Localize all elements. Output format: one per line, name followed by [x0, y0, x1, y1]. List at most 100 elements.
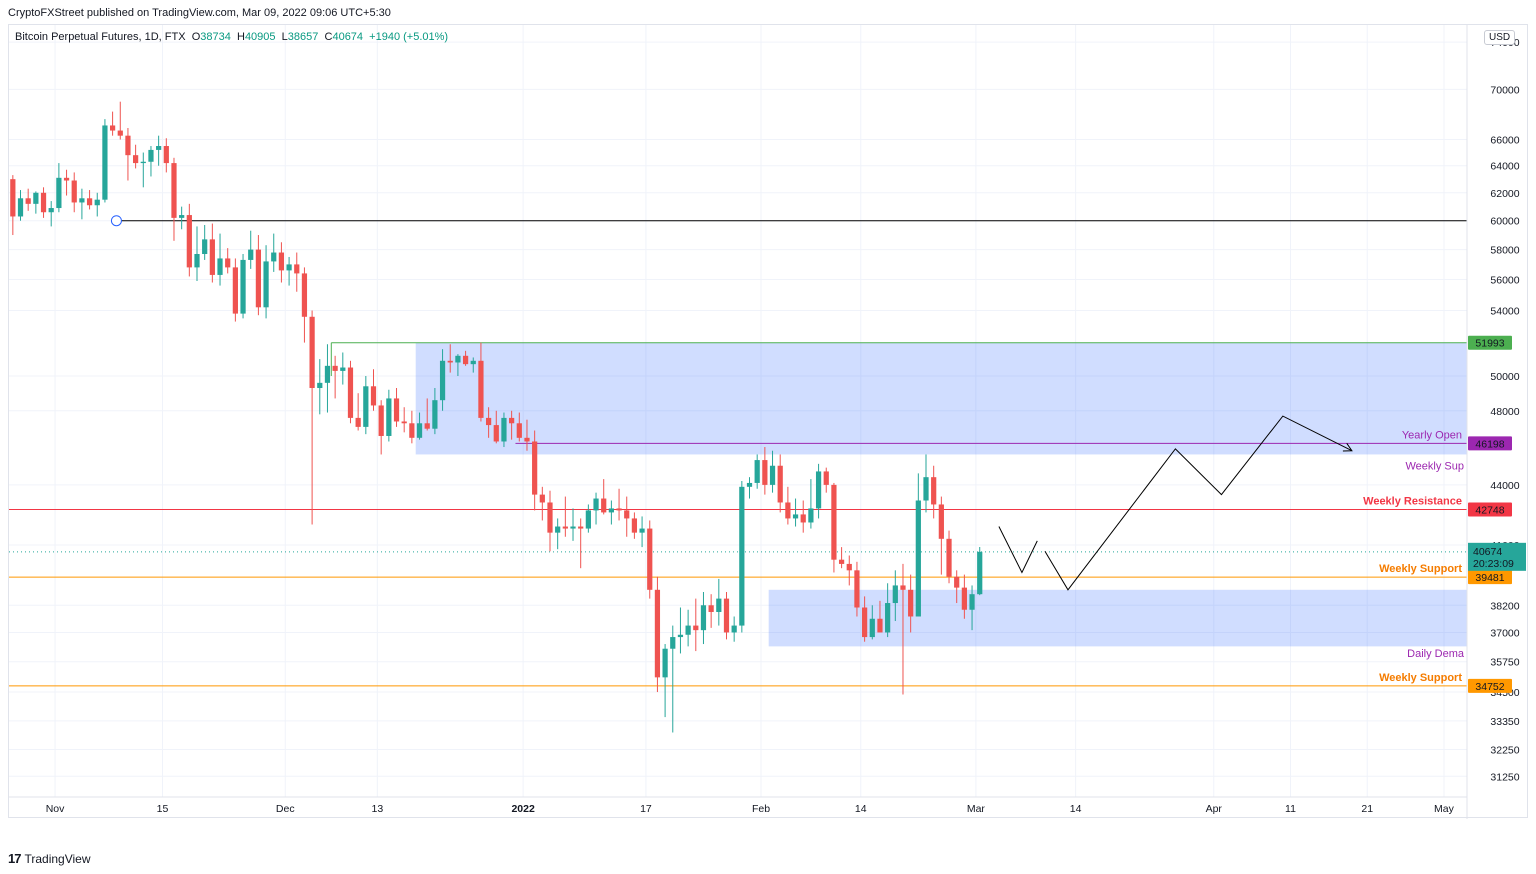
candle-body — [485, 417, 492, 426]
ohlc-legend: Bitcoin Perpetual Futures, 1D, FTX O3873… — [15, 31, 448, 43]
projection-path-minor — [998, 526, 1038, 574]
candle-body — [877, 618, 883, 633]
candle-body — [455, 355, 461, 363]
candle-body — [685, 625, 691, 635]
time-tick-label: 17 — [640, 803, 652, 815]
price-tick-label: 50000 — [1490, 371, 1519, 383]
candle-body — [516, 423, 522, 438]
candle-body — [969, 594, 975, 610]
price-tick-label: 38200 — [1490, 600, 1519, 612]
candle-body — [462, 355, 469, 365]
candle-body — [670, 637, 676, 649]
candle-body — [931, 477, 937, 505]
price-tick-label: 31250 — [1490, 771, 1519, 783]
candle-body — [716, 598, 722, 612]
candle-body — [746, 482, 753, 487]
candle-body — [232, 267, 238, 314]
candle-body — [186, 215, 192, 268]
price-tick-label: 70000 — [1490, 84, 1519, 96]
projection-path — [1044, 415, 1353, 591]
candle-body — [248, 249, 254, 260]
tradingview-logo[interactable]: 17 TradingView — [8, 851, 91, 866]
candle-body — [777, 465, 783, 503]
candle-body — [109, 125, 116, 131]
candle-body — [63, 177, 70, 181]
candle-body — [593, 498, 599, 511]
candle-body — [700, 605, 707, 631]
level-annotation: Weekly Support — [1379, 563, 1462, 575]
candle-body — [271, 252, 277, 262]
time-tick-label: Feb — [752, 803, 770, 815]
candle-body — [148, 149, 154, 162]
candle-body — [194, 254, 200, 268]
candle-body — [708, 605, 714, 612]
low-label: L — [281, 31, 288, 43]
candle-body — [86, 198, 93, 206]
price-badge-label: 42748 — [1475, 504, 1504, 516]
price-badge-bg — [1468, 335, 1512, 350]
price-badge-bg — [1468, 502, 1512, 517]
candle-body — [71, 180, 77, 203]
price-tick-label: 37000 — [1490, 627, 1519, 639]
level-annotation: Yearly Open — [1402, 429, 1462, 441]
candle-body — [869, 618, 875, 638]
demand-zone — [768, 589, 1467, 647]
candle-body — [585, 510, 591, 529]
candle-body — [424, 423, 430, 429]
candle-body — [263, 261, 269, 308]
chart-frame[interactable]: Weekly Sup Daily Dema Yearly Open Weekly Re… — [8, 24, 1529, 819]
symbol-name[interactable]: Bitcoin Perpetual Futures, 1D, FTX — [15, 31, 186, 43]
high-label: H — [236, 31, 245, 43]
candle-body — [102, 125, 108, 200]
time-tick-label: Nov — [46, 803, 65, 815]
zone-label: Weekly Sup — [1406, 461, 1465, 473]
candle-body — [608, 508, 614, 513]
price-tick-label: 48000 — [1490, 406, 1519, 418]
candle-body — [324, 365, 331, 383]
candle-body — [470, 360, 476, 365]
candle-body — [946, 538, 952, 577]
candle-body — [332, 365, 338, 371]
candle-body — [278, 252, 285, 271]
time-tick-label: 14 — [1070, 803, 1082, 815]
price-tick-label: 35750 — [1490, 657, 1519, 669]
candle-body — [570, 526, 576, 529]
price-tick-label: 44000 — [1490, 480, 1519, 492]
change-value: +1940 (+5.01%) — [369, 31, 449, 43]
candle-body — [217, 258, 223, 275]
currency-selector[interactable]: USD — [1484, 30, 1516, 45]
candle-body — [225, 258, 231, 268]
candle-body — [977, 551, 983, 595]
candle-body — [370, 386, 377, 406]
candle-body — [401, 421, 407, 424]
time-tick-label: 2022 — [511, 803, 535, 815]
current-price-badge-bg — [1468, 542, 1526, 571]
open-label: O — [191, 31, 201, 43]
candle-body — [363, 386, 369, 427]
candle-body — [539, 494, 545, 503]
candle-body — [815, 471, 822, 509]
time-tick-label: 15 — [157, 803, 169, 815]
price-badge-bg — [1468, 436, 1512, 451]
price-chart[interactable]: Weekly Sup Daily Dema Yearly Open Weekly Re… — [9, 25, 1529, 819]
candle-body — [923, 477, 929, 501]
candle-body — [862, 607, 868, 638]
candle-body — [938, 504, 944, 539]
candle-body — [677, 634, 684, 638]
candle-body — [432, 400, 438, 429]
tradingview-brand: TradingView — [24, 851, 91, 866]
time-tick-label: 14 — [855, 803, 867, 815]
high-value: 40905 — [244, 31, 276, 43]
candle-body — [900, 585, 906, 590]
zone-label: Daily Dema — [1407, 648, 1465, 660]
time-tick-label: Apr — [1206, 803, 1223, 815]
candle-body — [301, 273, 308, 317]
time-tick-label: 21 — [1361, 803, 1373, 815]
publish-info: CryptoFXStreet published on TradingView.… — [8, 7, 391, 19]
candle-body — [509, 417, 515, 424]
current-price-badge-label: 40674 — [1473, 546, 1502, 558]
candle-body — [501, 417, 507, 442]
anchor-marker — [110, 215, 122, 227]
candle-body — [355, 417, 361, 427]
price-badge-label: 39481 — [1475, 572, 1504, 584]
